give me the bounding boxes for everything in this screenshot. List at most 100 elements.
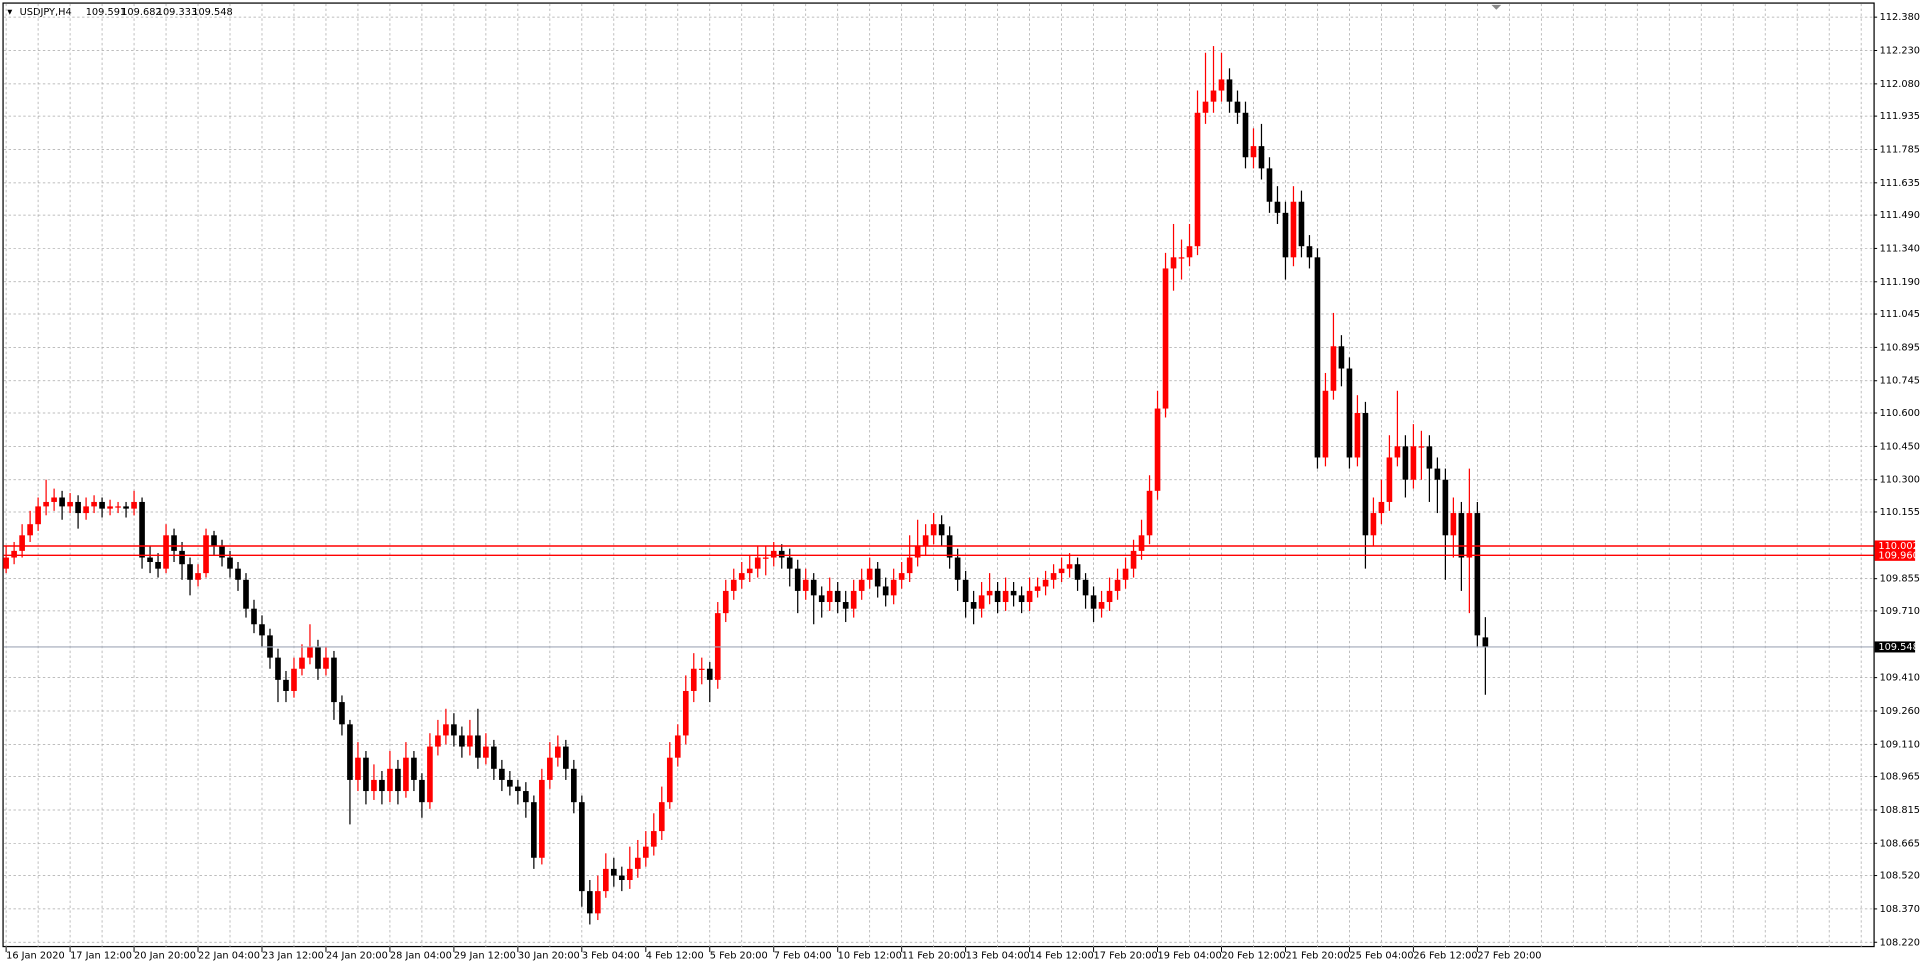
candle-body (331, 657, 337, 703)
candle-body (746, 568, 753, 574)
candle-body (435, 735, 441, 747)
candle-body (83, 506, 89, 514)
candle-body (1306, 246, 1313, 258)
candle-body (1458, 513, 1465, 558)
x-tick-label: 17 Feb 20:00 (1094, 951, 1158, 962)
candle-body (1018, 595, 1025, 603)
candle-body (754, 557, 761, 569)
candle-body (539, 779, 545, 858)
candle-body (1010, 590, 1017, 596)
candle-body (682, 690, 689, 736)
candle-body (1210, 90, 1217, 102)
candle-body (1330, 346, 1337, 391)
y-tick-label: 109.260 (1880, 706, 1920, 717)
y-tick-label: 108.370 (1880, 904, 1920, 915)
candle-body (1346, 368, 1353, 458)
candle-body (1074, 564, 1081, 580)
candle-body (938, 524, 945, 536)
candle-body (618, 875, 625, 881)
y-tick-label: 109.410 (1880, 673, 1920, 684)
x-tick-label: 21 Feb 20:00 (1285, 951, 1349, 962)
y-tick-label: 111.340 (1880, 243, 1920, 254)
level-label-box (1874, 540, 1916, 552)
x-tick-label: 11 Feb 20:00 (902, 951, 966, 962)
candle-body (954, 557, 961, 580)
candle-body (579, 802, 585, 892)
x-tick-label: 16 Jan 2020 (6, 951, 65, 962)
candle-body (1058, 568, 1065, 574)
candle-body (19, 535, 25, 551)
level-label: 109.960 (1878, 550, 1918, 561)
bid-label: 109.548 (1878, 642, 1918, 653)
header: USDJPY,H4 109.591 109.682 109.333 109.54… (7, 7, 233, 18)
x-tick-label: 3 Feb 04:00 (582, 951, 640, 962)
candle-body (107, 506, 113, 509)
candle-body (1186, 246, 1193, 258)
candle-body (1034, 586, 1041, 591)
candle-body (35, 506, 41, 525)
candle-body (339, 702, 345, 725)
candle-body (323, 657, 329, 669)
candle-body (11, 550, 17, 558)
candle-body (411, 757, 417, 780)
x-tick-label: 10 Feb 12:00 (838, 951, 902, 962)
candle-body (858, 579, 865, 591)
candle-body (59, 497, 65, 507)
candle-body (642, 846, 649, 858)
candle-body (499, 768, 505, 780)
candle-body (531, 802, 537, 858)
y-tick-label: 112.230 (1880, 46, 1920, 57)
y-tick-label: 111.045 (1880, 309, 1920, 320)
candle-body (27, 524, 33, 536)
candle-body (1274, 201, 1281, 213)
y-tick-label: 112.380 (1880, 12, 1920, 23)
candle-body (419, 779, 425, 803)
candle-body (1450, 513, 1457, 536)
plot-frame (2, 2, 1875, 948)
candle-body (706, 668, 713, 680)
candle-body (978, 595, 985, 609)
candle-body (802, 579, 809, 591)
candle-body (355, 757, 361, 780)
x-tick-label: 4 Feb 12:00 (646, 951, 704, 962)
candle-body (1426, 446, 1433, 469)
candle-body (1146, 490, 1153, 536)
candle-body (475, 735, 481, 758)
candle-body (451, 724, 457, 736)
candle-body (291, 668, 297, 691)
candle-body (603, 868, 609, 892)
candle-body (994, 590, 1001, 603)
candle-body (515, 786, 521, 792)
candle-body (850, 590, 857, 609)
candle-body (595, 891, 601, 914)
candle-body (1122, 568, 1129, 580)
candle-body (147, 557, 153, 562)
candle-body (1482, 637, 1489, 647)
candle-body (547, 757, 553, 780)
candle-body (1138, 535, 1145, 551)
candle-body (1130, 550, 1137, 569)
candle-body (363, 757, 369, 792)
candle-body (1266, 168, 1273, 202)
candle-body (1178, 257, 1185, 259)
candle-body (674, 735, 681, 758)
candle-body (1218, 79, 1225, 91)
ohlc-close: 109.548 (192, 7, 232, 18)
candle-body (171, 535, 177, 551)
symbol-title: USDJPY,H4 (20, 7, 72, 18)
y-tick-label: 111.190 (1880, 277, 1920, 288)
y-tick-label: 108.815 (1880, 805, 1920, 816)
candle-body (1402, 446, 1409, 480)
candle-body (443, 724, 449, 736)
candle-body (666, 757, 673, 803)
candle-body (826, 590, 833, 603)
candle-body (834, 590, 841, 603)
candle-body (1194, 112, 1201, 247)
x-tick-label: 30 Jan 20:00 (518, 951, 580, 962)
candles (3, 46, 1489, 925)
y-tick-label: 110.600 (1880, 408, 1920, 419)
x-tick-label: 28 Jan 04:00 (390, 951, 452, 962)
candle-body (1154, 408, 1161, 491)
candle-body (235, 568, 241, 580)
